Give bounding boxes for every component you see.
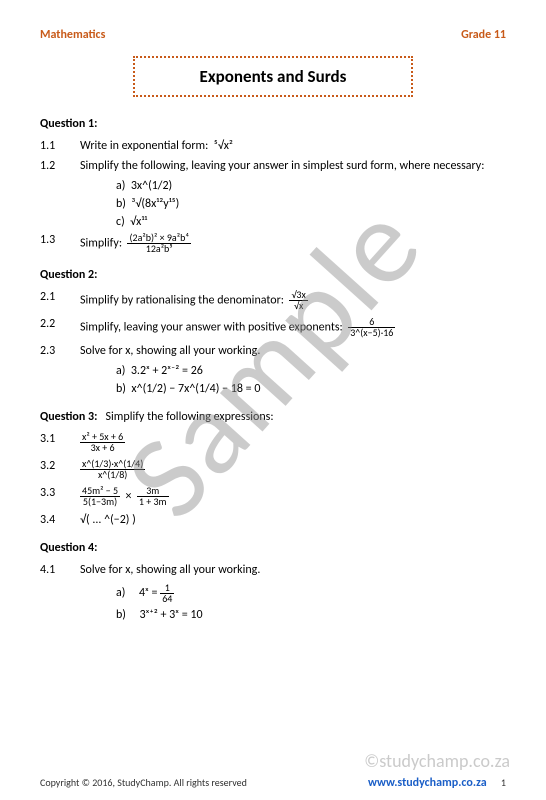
expression: 45m² − 5 5(1−3m) × 3m 1 + 3m bbox=[80, 486, 169, 507]
footer-url: www.studychamp.co.za bbox=[368, 776, 487, 790]
q-number: 2.1 bbox=[40, 290, 80, 304]
expression: 3ˣ⁺² + 3ˣ = 10 bbox=[140, 608, 203, 622]
q-number: 3.3 bbox=[40, 486, 80, 500]
q4-1-b: b) 3ˣ⁺² + 3ˣ = 10 bbox=[98, 608, 506, 622]
q4-1: 4.1 Solve for x, showing all your workin… bbox=[40, 563, 506, 577]
fraction: x² + 5x + 6 3x + 6 bbox=[80, 432, 125, 453]
q1-2-b: b) ³√(8x¹²y¹⁵) bbox=[98, 197, 506, 211]
q-text: Solve for x, showing all your working. bbox=[80, 563, 260, 577]
header-grade: Grade 11 bbox=[461, 28, 506, 42]
q3-4: 3.4 √( ... ^(−2) ) bbox=[40, 513, 506, 527]
expression: √( ... ^(−2) ) bbox=[80, 513, 136, 527]
fraction: x^(1/3)·x^(1/4) x^(1/8) bbox=[80, 459, 145, 480]
q4-1-a: a) 4ˣ = 1 64 bbox=[98, 583, 506, 604]
q-text: Write in exponential form: ⁵√x² bbox=[80, 139, 233, 153]
q1-2-a: a) 3x^(1/2) bbox=[98, 179, 506, 193]
q2-3-b: b) x^(1/2) − 7x^(1/4) − 18 = 0 bbox=[98, 382, 506, 396]
q-text: Simplify by rationalising the denominato… bbox=[80, 290, 308, 311]
q4-heading: Question 4: bbox=[40, 541, 506, 555]
fraction: 3m 1 + 3m bbox=[137, 486, 169, 507]
q-text: Simplify: (2a²b)² × 9a²b⁴ 12a²b⁵ bbox=[80, 233, 191, 254]
fraction: 6 3^(x−5)·16 bbox=[348, 317, 395, 338]
page-footer: Copyright © 2016, StudyChamp. All rights… bbox=[40, 776, 506, 790]
expression: 4ˣ = 1 64 bbox=[139, 586, 174, 600]
q-number: 1.2 bbox=[40, 159, 80, 173]
q2-3: 2.3 Solve for x, showing all your workin… bbox=[40, 344, 506, 358]
expression: 3x^(1/2) bbox=[131, 179, 172, 193]
q-number: 2.3 bbox=[40, 344, 80, 358]
q2-2: 2.2 Simplify, leaving your answer with p… bbox=[40, 317, 506, 338]
fraction: (2a²b)² × 9a²b⁴ 12a²b⁵ bbox=[127, 233, 190, 254]
q-number: 1.3 bbox=[40, 233, 80, 247]
q2-heading: Question 2: bbox=[40, 268, 506, 282]
q1-3: 1.3 Simplify: (2a²b)² × 9a²b⁴ 12a²b⁵ bbox=[40, 233, 506, 254]
q-text: Simplify, leaving your answer with posit… bbox=[80, 317, 395, 338]
header-subject: Mathematics bbox=[40, 28, 105, 42]
watermark-small: ©studychamp.co.za bbox=[364, 750, 510, 772]
q2-3-a: a) 3.2ˣ + 2ˣ⁻² = 26 bbox=[98, 364, 506, 378]
q1-1: 1.1 Write in exponential form: ⁵√x² bbox=[40, 139, 506, 153]
q3-heading: Question 3: Simplify the following expre… bbox=[40, 410, 506, 424]
q-number: 2.2 bbox=[40, 317, 80, 331]
q1-2: 1.2 Simplify the following, leaving your… bbox=[40, 159, 506, 173]
q-number: 4.1 bbox=[40, 563, 80, 577]
fraction: 45m² − 5 5(1−3m) bbox=[80, 486, 120, 507]
q2-1: 2.1 Simplify by rationalising the denomi… bbox=[40, 290, 506, 311]
q-number: 3.2 bbox=[40, 459, 80, 473]
fraction: √3x √x bbox=[289, 290, 307, 311]
q-text: Solve for x, showing all your working. bbox=[80, 344, 260, 358]
q3-2: 3.2 x^(1/3)·x^(1/4) x^(1/8) bbox=[40, 459, 506, 480]
expression: ⁵√x² bbox=[214, 139, 233, 153]
page-title: Exponents and Surds bbox=[133, 56, 413, 97]
footer-copyright: Copyright © 2016, StudyChamp. All rights… bbox=[40, 776, 247, 789]
footer-right-group: www.studychamp.co.za 1 bbox=[368, 776, 506, 790]
q-number: 3.1 bbox=[40, 432, 80, 446]
q-number: 1.1 bbox=[40, 139, 80, 153]
q3-1: 3.1 x² + 5x + 6 3x + 6 bbox=[40, 432, 506, 453]
expression: √x¹¹ bbox=[130, 215, 147, 229]
expression: x^(1/2) − 7x^(1/4) − 18 = 0 bbox=[131, 382, 260, 396]
q-text: Simplify the following, leaving your ans… bbox=[80, 159, 484, 173]
page-container: Mathematics Grade 11 Exponents and Surds… bbox=[0, 0, 546, 646]
fraction: 1 64 bbox=[160, 583, 174, 604]
page-header: Mathematics Grade 11 bbox=[40, 28, 506, 42]
q1-2-c: c) √x¹¹ bbox=[98, 215, 506, 229]
expression: ³√(8x¹²y¹⁵) bbox=[131, 197, 179, 211]
footer-page-number: 1 bbox=[501, 776, 506, 789]
expression: 3.2ˣ + 2ˣ⁻² = 26 bbox=[131, 364, 203, 378]
q-number: 3.4 bbox=[40, 513, 80, 527]
q3-3: 3.3 45m² − 5 5(1−3m) × 3m 1 + 3m bbox=[40, 486, 506, 507]
q1-heading: Question 1: bbox=[40, 117, 506, 131]
